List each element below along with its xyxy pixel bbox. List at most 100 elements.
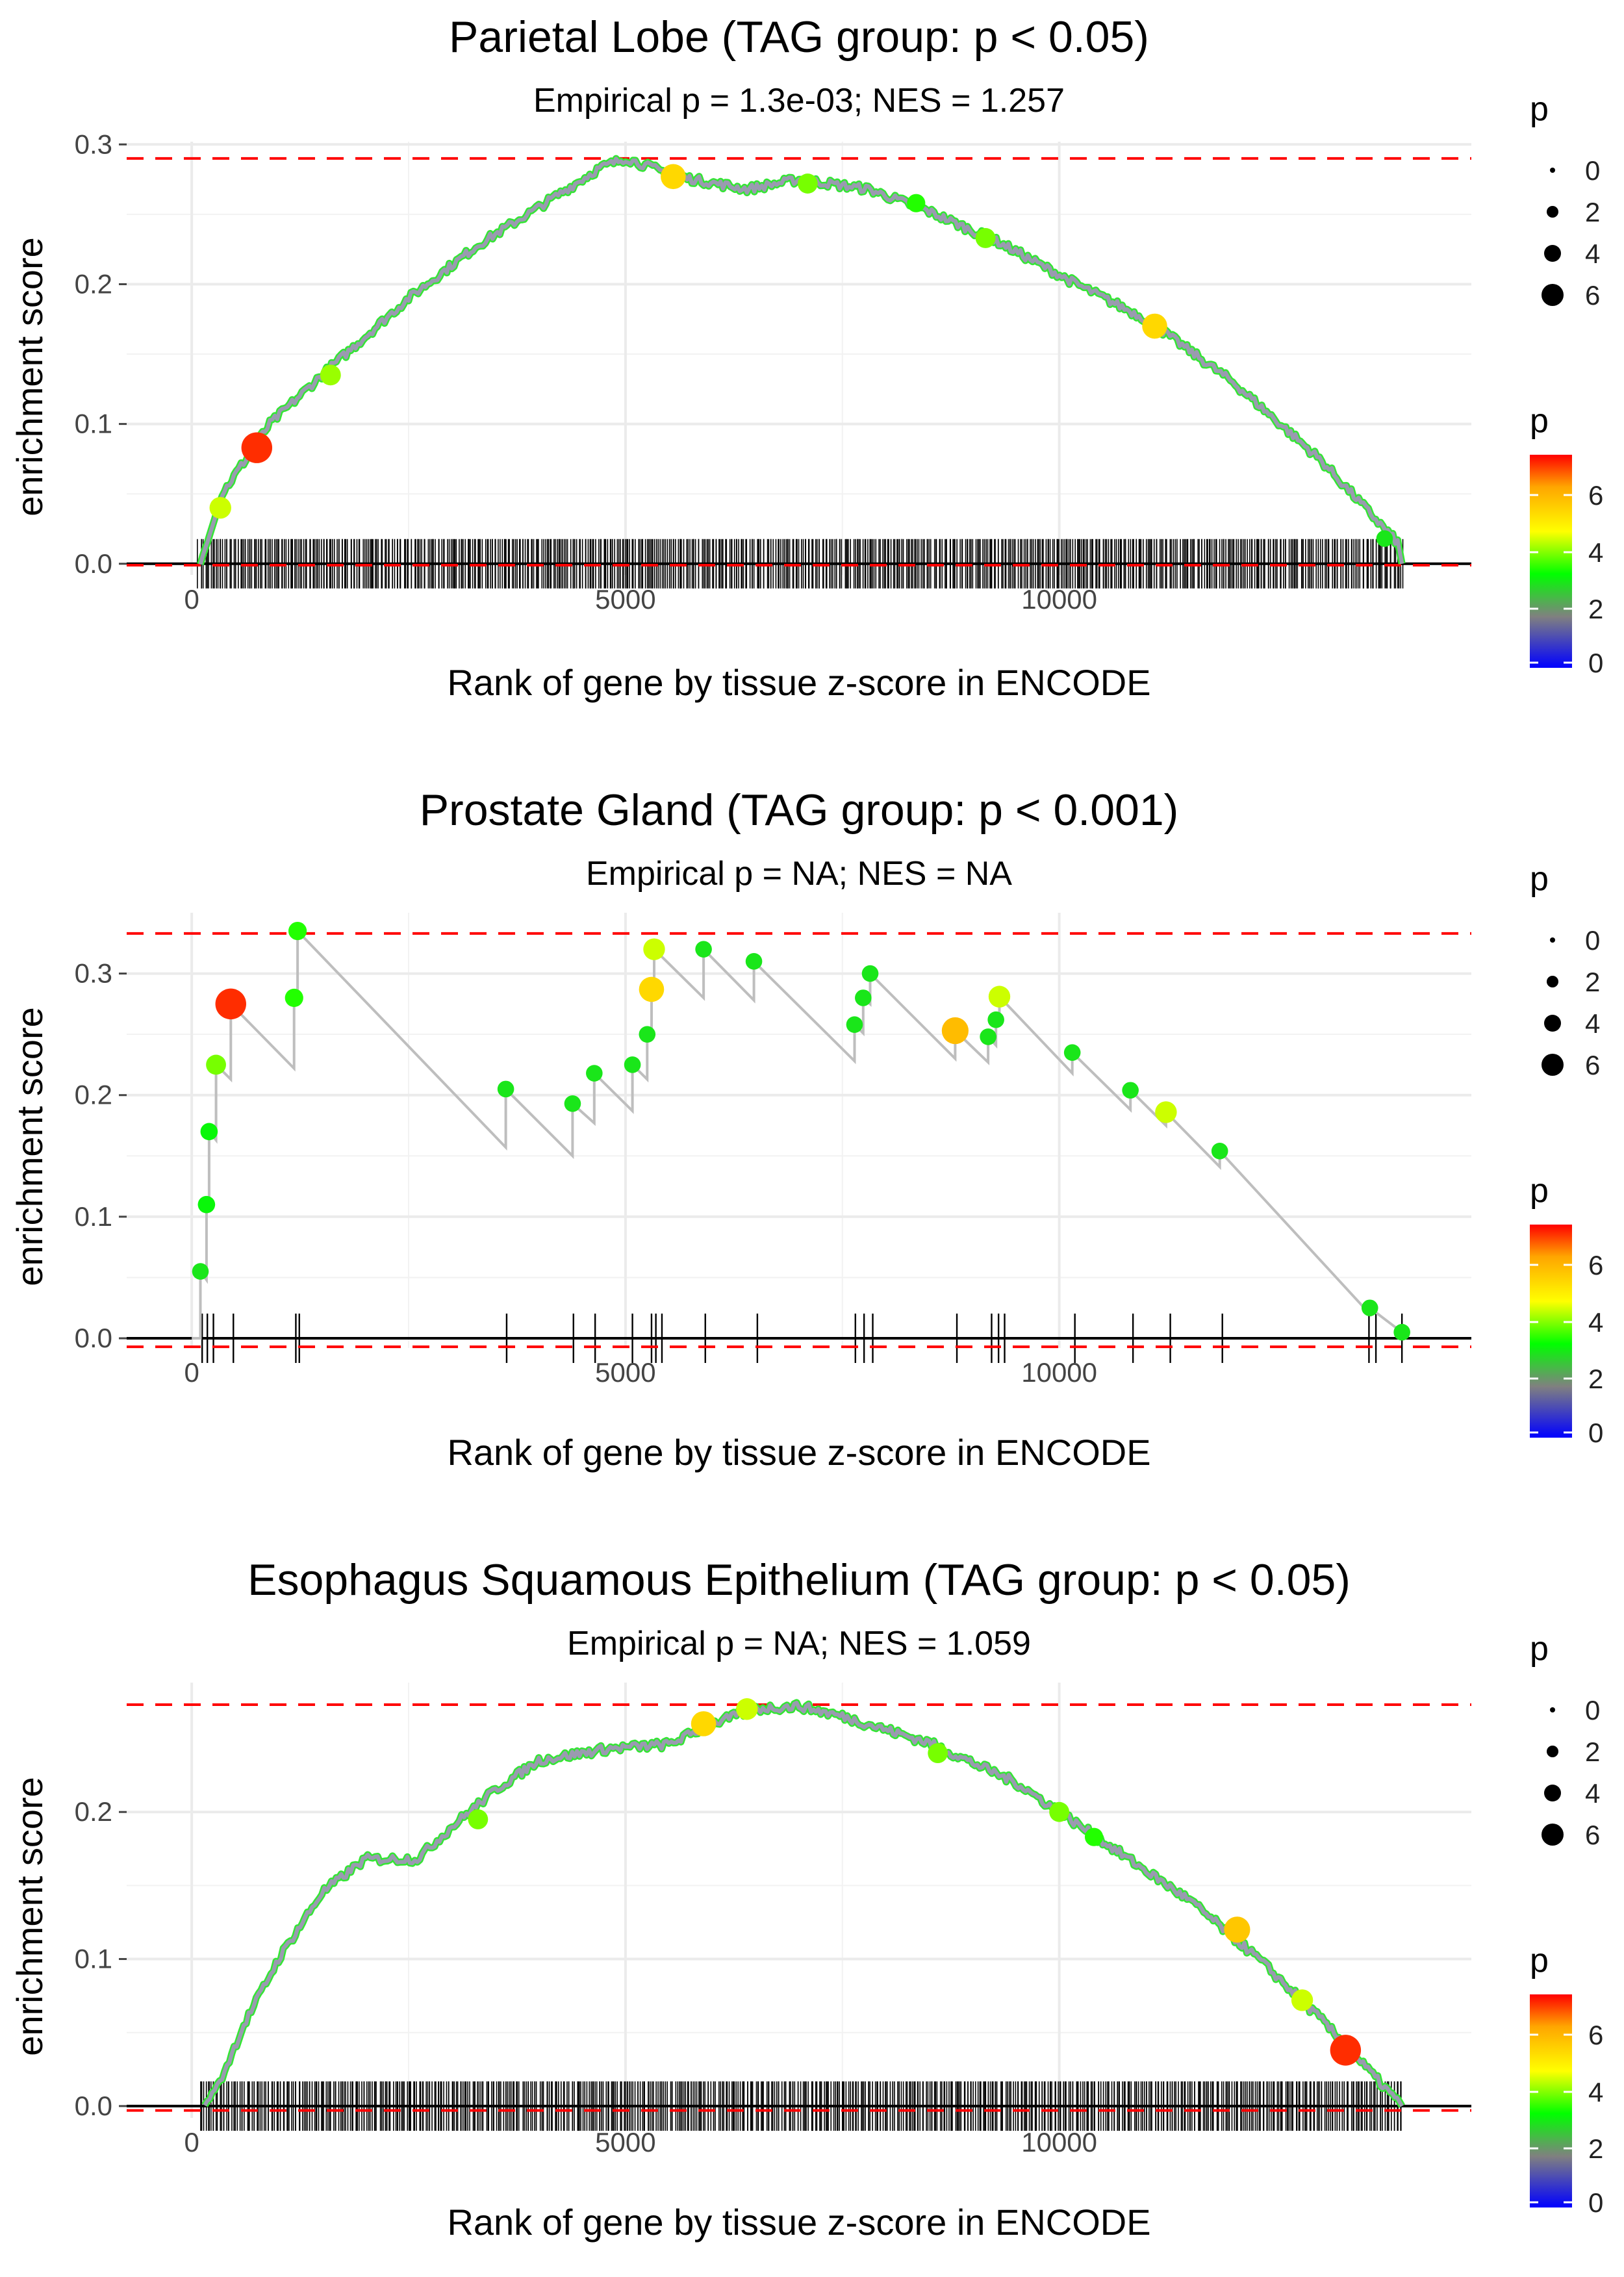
size-legend-label-4: 4 — [1585, 238, 1600, 269]
gene-point — [928, 1743, 948, 1764]
size-legend: p 0 2 4 6 — [1530, 1630, 1600, 1850]
gene-point — [209, 497, 231, 519]
gene-point — [661, 164, 686, 190]
gene-point — [468, 1809, 488, 1829]
plot-area: 0 5000 10000 0.0 0.1 0.2 0.3 — [75, 913, 1471, 1388]
size-legend-dot-6 — [1542, 1054, 1564, 1076]
gene-point — [941, 1017, 969, 1045]
size-legend-dot-2 — [1547, 976, 1558, 987]
curve-halo — [197, 155, 1406, 566]
size-legend-dot-2 — [1547, 206, 1558, 218]
gene-point — [1063, 1044, 1081, 1062]
size-legend-label-6: 6 — [1585, 280, 1600, 311]
gene-point — [1211, 1143, 1228, 1160]
gene-point — [241, 432, 273, 463]
gene-point — [497, 1080, 514, 1098]
gene-point — [861, 965, 879, 982]
color-legend-label-4: 4 — [1588, 1307, 1603, 1338]
gene-point — [1155, 1101, 1177, 1123]
gene-point — [1291, 1989, 1313, 2011]
size-legend-label-2: 2 — [1585, 197, 1600, 227]
gene-point — [1142, 313, 1167, 339]
color-legend-title: p — [1530, 1172, 1549, 1210]
color-bar — [1530, 455, 1572, 668]
x-tick-label: 0 — [184, 2127, 199, 2157]
color-legend-label-0: 0 — [1588, 648, 1603, 678]
y-tick-label: 0.0 — [75, 548, 112, 579]
gene-point — [639, 976, 665, 1002]
gene-point — [1376, 530, 1393, 547]
gene-point — [695, 941, 712, 958]
gene-point — [1393, 1323, 1410, 1341]
x-tick-label: 5000 — [595, 584, 655, 615]
size-legend-dot-4 — [1544, 1015, 1561, 1032]
y-tick-label: 0.0 — [75, 1323, 112, 1353]
y-tick-label: 0.0 — [75, 2091, 112, 2121]
gene-point — [215, 988, 246, 1020]
size-legend-label-4: 4 — [1585, 1778, 1600, 1809]
color-legend-title: p — [1530, 402, 1549, 440]
panel-2: Prostate Gland (TAG group: p < 0.001) Em… — [9, 785, 1603, 1473]
gene-point — [855, 989, 872, 1006]
color-legend-label-2: 2 — [1588, 1364, 1603, 1394]
color-legend-title: p — [1530, 1942, 1549, 1979]
gene-point — [907, 194, 926, 212]
color-bar — [1530, 1225, 1572, 1438]
color-legend-label-4: 4 — [1588, 2077, 1603, 2107]
gene-point — [624, 1056, 641, 1073]
chart-title: Prostate Gland (TAG group: p < 0.001) — [420, 785, 1179, 835]
size-legend-label-4: 4 — [1585, 1008, 1600, 1039]
size-legend-dot-6 — [1542, 284, 1564, 306]
size-legend-dot-6 — [1542, 1824, 1564, 1846]
gene-point — [691, 1711, 717, 1736]
gene-point — [285, 988, 303, 1008]
gene-point — [987, 1011, 1004, 1028]
color-legend-label-4: 4 — [1588, 537, 1603, 568]
gene-point — [197, 1195, 216, 1214]
y-tick-label: 0.3 — [75, 958, 112, 989]
gene-point — [643, 938, 665, 960]
color-legend-label-0: 0 — [1588, 2187, 1603, 2218]
size-legend: p 0 2 4 6 — [1530, 860, 1600, 1080]
x-tick-label: 5000 — [595, 2127, 655, 2157]
color-legend: p 6 4 2 0 — [1530, 402, 1603, 678]
chart-subtitle: Empirical p = 1.3e-03; NES = 1.257 — [533, 82, 1065, 120]
y-tick-label: 0.2 — [75, 1796, 112, 1827]
x-tick-label: 5000 — [595, 1357, 655, 1388]
gene-point — [1084, 1827, 1104, 1846]
gene-point — [988, 986, 1011, 1008]
color-legend-label-2: 2 — [1588, 2133, 1603, 2164]
panel-1: Parietal Lobe (TAG group: p < 0.05) Empi… — [9, 12, 1603, 703]
size-legend-label-0: 0 — [1585, 925, 1600, 956]
x-axis-title: Rank of gene by tissue z-score in ENCODE — [447, 1432, 1150, 1473]
size-legend-dot-4 — [1544, 245, 1561, 262]
chart-subtitle: Empirical p = NA; NES = NA — [586, 855, 1012, 893]
x-axis-title: Rank of gene by tissue z-score in ENCODE — [447, 2202, 1150, 2243]
gene-point — [975, 228, 996, 248]
panel-3: Esophagus Squamous Epithelium (TAG group… — [9, 1555, 1603, 2243]
gene-point — [320, 364, 341, 386]
x-tick-label: 0 — [184, 1357, 199, 1388]
gene-point — [288, 921, 307, 941]
enrichment-curve — [203, 1700, 1404, 2107]
gene-point — [1361, 1299, 1378, 1317]
gene-point — [1330, 2035, 1362, 2066]
chart-subtitle: Empirical p = NA; NES = 1.059 — [567, 1625, 1031, 1662]
size-legend-dot-0 — [1550, 1707, 1555, 1712]
size-legend-dot-0 — [1550, 168, 1555, 173]
color-legend-label-6: 6 — [1588, 2020, 1603, 2050]
x-tick-label: 0 — [184, 584, 199, 615]
size-legend-label-0: 0 — [1585, 1695, 1600, 1725]
enrichment-curve — [192, 928, 1403, 1340]
y-tick-label: 0.1 — [75, 1201, 112, 1232]
gene-point — [1224, 1916, 1250, 1943]
gene-point — [736, 1698, 758, 1720]
gene-point — [980, 1028, 996, 1045]
color-legend-label-2: 2 — [1588, 594, 1603, 624]
y-tick-label: 0.2 — [75, 268, 112, 299]
plot-area: 0 5000 10000 0.0 0.1 0.2 0.3 — [75, 129, 1471, 615]
size-legend-label-2: 2 — [1585, 967, 1600, 997]
y-axis-title: enrichment score — [9, 1007, 50, 1286]
color-legend: p 6 4 2 0 — [1530, 1172, 1603, 1448]
